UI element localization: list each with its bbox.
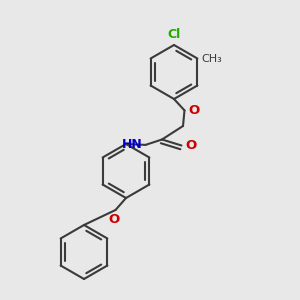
Text: CH₃: CH₃ [201, 53, 222, 64]
Text: O: O [185, 139, 197, 152]
Text: O: O [108, 213, 120, 226]
Text: Cl: Cl [167, 28, 181, 41]
Text: O: O [188, 104, 199, 117]
Text: HN: HN [122, 138, 142, 152]
